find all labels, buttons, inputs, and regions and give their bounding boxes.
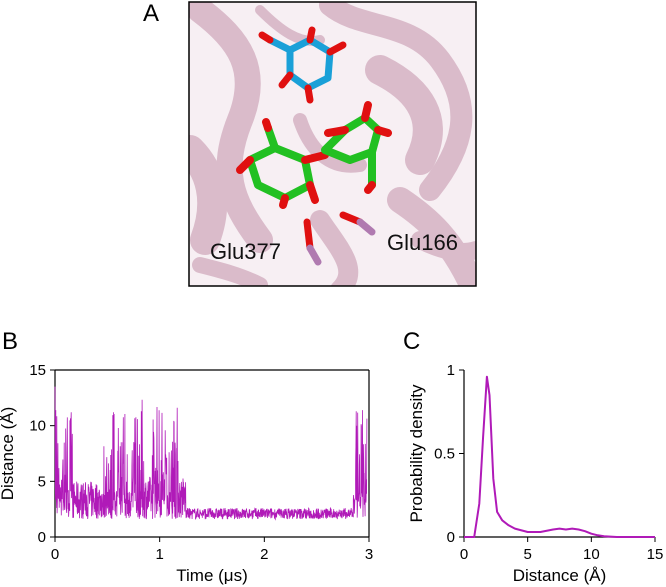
- chart-c-y-axis-label: Probability density: [407, 384, 426, 522]
- chart-c-y-tick-label: 1: [447, 362, 455, 379]
- chart-c-y-tick-label: 0: [447, 529, 455, 546]
- chart-b-y-tick-label: 5: [38, 473, 46, 490]
- chart-c-x-tick-label: 15: [647, 546, 664, 563]
- panel-label-c: C: [403, 328, 421, 355]
- residue-label-glu377: Glu377: [210, 239, 281, 264]
- chart-b-x-tick-label: 0: [51, 546, 59, 563]
- ligand-main: [236, 101, 392, 209]
- chart-b-y-tick-label: 10: [29, 418, 46, 435]
- chart-c-x-tick-label: 5: [523, 546, 531, 563]
- chart-c-x-tick-label: 0: [460, 546, 468, 563]
- panel-label-b: B: [2, 328, 19, 355]
- chart-b-x-tick-label: 2: [260, 546, 268, 563]
- ligand-top: [258, 26, 347, 104]
- chart-c-x-tick-label: 10: [583, 546, 600, 563]
- panel-label-a: A: [143, 0, 160, 27]
- chart-b-y-tick-label: 0: [38, 529, 46, 546]
- chart-c-density-line: [464, 375, 655, 538]
- chart-b-x-tick-label: 3: [365, 546, 373, 563]
- chart-b-y-tick-label: 15: [29, 362, 46, 379]
- residue-label-glu166: Glu166: [387, 230, 458, 255]
- chart-b-y-axis-label: Distance (Å): [0, 407, 17, 501]
- chart-b-series-line: [54, 386, 368, 521]
- residue-sticks: [303, 211, 376, 266]
- chart-c-x-axis-label: Distance (Å): [513, 566, 607, 585]
- chart-b-x-tick-label: 1: [155, 546, 163, 563]
- chart-b-x-axis-label: Time (μs): [176, 566, 248, 585]
- chart-c-y-tick-label: 0.5: [434, 446, 455, 463]
